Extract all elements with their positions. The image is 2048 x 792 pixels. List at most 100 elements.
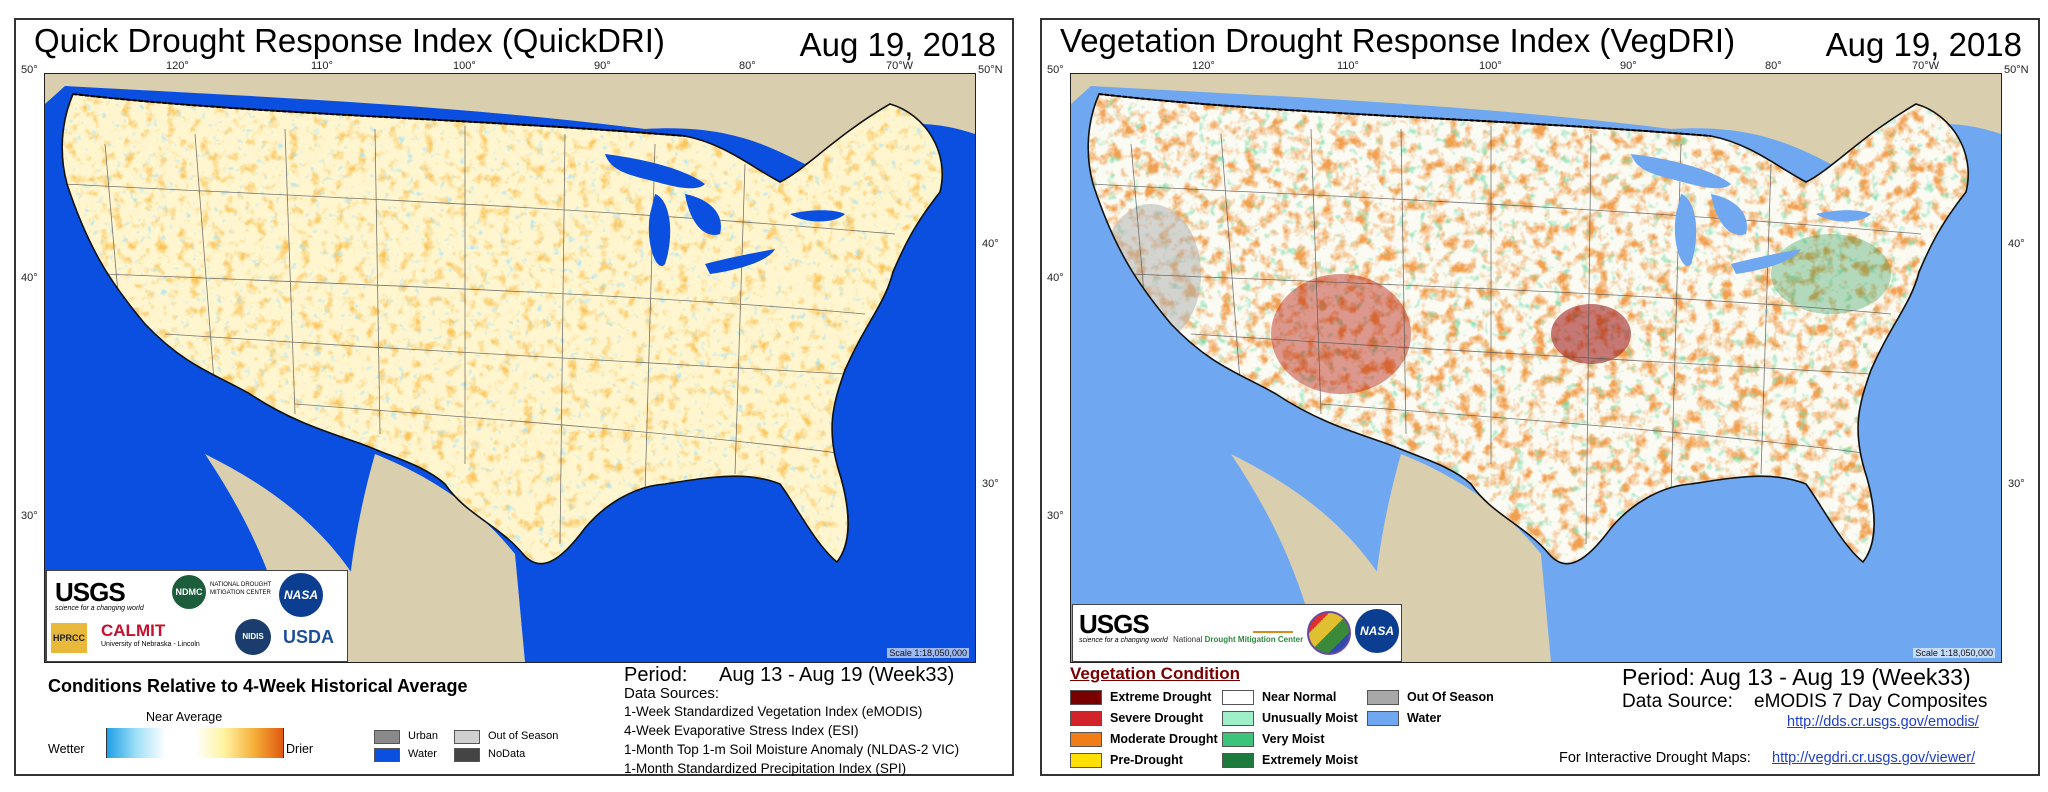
legend-label: Water: [1407, 711, 1442, 725]
map-scale: Scale 1:18,050,000: [1913, 648, 1995, 658]
legend-label: Very Moist: [1262, 732, 1325, 746]
calmit-sub: University of Nebraska - Lincoln: [101, 641, 200, 648]
mexico-land: [1371, 454, 1551, 662]
quickdri-legend-title: Conditions Relative to 4-Week Historical…: [48, 676, 468, 696]
lon-tick: 90°: [1620, 60, 1637, 72]
data-source: 1-Week Standardized Vegetation Index (eM…: [624, 704, 923, 719]
lake-ontario: [1816, 210, 1871, 222]
legend-swatch: [1070, 690, 1102, 705]
vegdri-map-svg: [1071, 74, 2001, 662]
legend-label: Moderate Drought: [1110, 732, 1218, 746]
lon-tick: 110°: [311, 60, 333, 72]
legend-label: Extremely Moist: [1262, 753, 1358, 767]
map-scale: Scale 1:18,050,000: [887, 648, 969, 658]
canada-land: [1071, 74, 2001, 164]
legend-drier: Drier: [286, 742, 314, 756]
nasa-logo: NASA: [1355, 609, 1399, 653]
lat-tick: 50°: [21, 64, 38, 76]
us-outline: [1087, 93, 1969, 565]
lon-tick: 120°: [1192, 60, 1215, 72]
canada-land: [45, 74, 975, 164]
lake-erie: [705, 249, 775, 274]
hprcc-logo: HPRCC: [51, 623, 87, 653]
border-line: [1098, 93, 1712, 137]
mexico-land: [345, 454, 525, 662]
emodis-link[interactable]: http://dds.cr.usgs.gov/emodis/: [1787, 714, 1979, 730]
lake-erie: [1731, 249, 1801, 274]
legend-urban: Urban: [408, 730, 438, 742]
data-source: eMODIS 7 Day Composites: [1754, 691, 1988, 712]
water-swatch: [374, 748, 400, 762]
urban-swatch: [374, 730, 400, 744]
us-outline: [61, 93, 943, 565]
legend-swatch: [1222, 753, 1254, 768]
legend-swatch: [1367, 711, 1399, 726]
legend-out-of-season: Out of Season: [488, 730, 559, 742]
vegdri-legend-title: Vegetation Condition: [1070, 664, 1240, 683]
quickdri-date: Aug 19, 2018: [799, 26, 996, 63]
data-source: 1-Month Top 1-m Soil Moisture Anomaly (N…: [624, 742, 960, 757]
interactive-maps-label: For Interactive Drought Maps:: [1559, 750, 1751, 766]
vegdri-viewer-link[interactable]: http://vegdri.cr.usgs.gov/viewer/: [1772, 750, 1976, 766]
period-label: Period:: [624, 664, 688, 686]
legend-label: Pre-Drought: [1110, 753, 1183, 767]
lat-tick: 50°N: [2004, 64, 2029, 76]
lake-michigan: [1674, 194, 1697, 266]
ndmc-name: National Drought Mitigation Center: [1173, 635, 1304, 644]
usgs-logo: USGS: [55, 577, 126, 607]
legend-label: Near Normal: [1262, 690, 1337, 704]
pacific: [1071, 324, 1311, 662]
vegdri-panel: Vegetation Drought Response Index (VegDR…: [1040, 18, 2040, 776]
lake-superior: [605, 154, 705, 189]
ndmc-name: NATIONAL DROUGHT MITIGATION CENTER: [210, 582, 272, 596]
legend-swatch: [1070, 711, 1102, 726]
period-value: Aug 13 - Aug 19 (Week33): [719, 664, 955, 686]
border-line: [72, 93, 686, 137]
lat-tick: 30°: [21, 510, 38, 522]
quickdri-panel: Quick Drought Response Index (QuickDRI) …: [14, 18, 1014, 776]
lon-tick: 80°: [1765, 60, 1782, 72]
lake-ontario: [790, 210, 845, 222]
legend-label: Severe Drought: [1110, 711, 1204, 725]
usgs-tagline: science for a changing world: [1079, 637, 1168, 644]
legend-label: Extreme Drought: [1110, 690, 1212, 704]
ndmc-wave-icon: [1253, 613, 1293, 633]
calmit-logo: CALMIT: [101, 621, 166, 640]
lat-tick: 40°: [1047, 272, 1064, 284]
lat-tick: 40°: [21, 272, 38, 284]
usgs-logo: USGS: [1079, 609, 1150, 639]
legend-swatch: [1222, 732, 1254, 747]
legend-nodata: NoData: [488, 748, 526, 760]
quickdri-map[interactable]: USGS science for a changing world NDMC N…: [44, 73, 976, 663]
legend-swatch: [1070, 732, 1102, 747]
legend-near-average: Near Average: [146, 710, 223, 724]
lon-tick: 120°: [166, 60, 189, 72]
data-sources-label: Data Sources:: [624, 685, 720, 702]
lat-tick: 50°N: [978, 64, 1003, 76]
lon-tick: 90°: [594, 60, 611, 72]
lat-tick: 40°: [982, 238, 999, 250]
lon-tick: 110°: [1337, 60, 1359, 72]
lat-tick: 40°: [2008, 238, 2025, 250]
lat-tick: 50°: [1047, 64, 1064, 76]
nasa-logo: NASA: [279, 573, 323, 617]
legend-swatch: [1367, 690, 1399, 705]
lat-tick: 30°: [1047, 510, 1064, 522]
vegdri-date: Aug 19, 2018: [1825, 26, 2022, 63]
lon-tick: 100°: [453, 60, 476, 72]
lake-michigan: [648, 194, 671, 266]
lat-tick: 30°: [982, 478, 999, 490]
legend-water: Water: [408, 748, 437, 760]
state-climatologist-icon: [1307, 611, 1351, 655]
vegdri-map[interactable]: USGS science for a changing world Nation…: [1070, 73, 2002, 663]
quickdri-map-svg: [45, 74, 975, 662]
legend-label: Out Of Season: [1407, 690, 1494, 704]
usgs-tagline: science for a changing world: [55, 605, 144, 612]
lon-tick: 70°W: [1912, 60, 1940, 72]
legend-swatch: [1070, 753, 1102, 768]
lat-tick: 30°: [2008, 478, 2025, 490]
ndmc-logo: NDMC: [172, 575, 206, 609]
lake-huron: [1711, 194, 1747, 235]
out-of-season-swatch: [454, 730, 480, 744]
nodata-swatch: [454, 748, 480, 762]
